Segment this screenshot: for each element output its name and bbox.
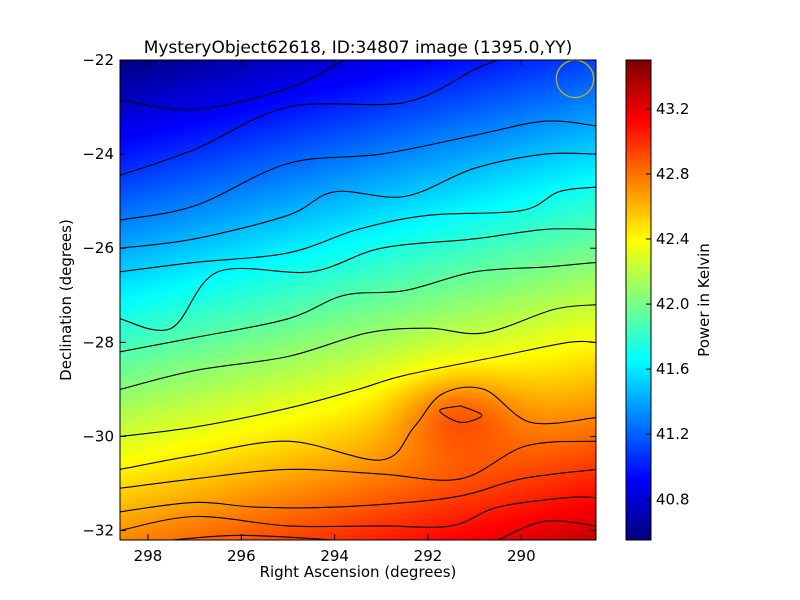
colorbar-tick-label: 40.8: [656, 490, 689, 508]
colorbar-tick-label: 42.8: [656, 165, 689, 183]
x-tick-label: 298: [134, 547, 163, 565]
colorbar-gradient: [626, 60, 651, 540]
contour-line-6: [119, 261, 597, 353]
plot-area: [119, 59, 597, 541]
x-axis-label: Right Ascension (degrees): [260, 563, 457, 581]
x-tick-label: 294: [320, 547, 349, 565]
colorbar-tick-label: 42.0: [656, 295, 689, 313]
y-axis-label: Declination (degrees): [57, 219, 75, 381]
contour-line-2: [119, 120, 597, 221]
y-tick-label: −30: [82, 427, 114, 445]
contour-line-1: [119, 59, 499, 176]
colorbar-frame: [625, 59, 652, 541]
contour-line-5: [119, 228, 597, 331]
colorbar: 40.8 41.2 41.6 42.0 42.4 42.8 43.2 Power in Ke…: [625, 59, 713, 541]
y-tick-label: −26: [82, 239, 114, 257]
contour-line-4: [119, 186, 597, 273]
colorbar-tick-label: 42.4: [656, 230, 689, 248]
y-tick-label: −32: [82, 522, 114, 540]
contour-line-7: [119, 304, 597, 390]
contour-lines: [119, 59, 597, 541]
y-axis-ticks: −22 −24 −26 −28 −30 −32: [82, 51, 596, 540]
colorbar-tick-label: 41.6: [656, 360, 689, 378]
contour-line-15: [497, 520, 597, 541]
y-tick-label: −28: [82, 333, 114, 351]
contour-line-12: [119, 468, 597, 513]
contour-line-8: [119, 340, 597, 438]
chart-title: MysteryObject62618, ID:34807 image (1395…: [144, 38, 573, 58]
plot-frame: [119, 59, 597, 541]
contour-line-10: [119, 386, 597, 470]
x-tick-label: 292: [414, 547, 443, 565]
y-tick-label: −24: [82, 145, 114, 163]
contour-line-13: [119, 496, 597, 532]
heatmap-image: [120, 60, 596, 540]
contour-line-3: [119, 152, 597, 249]
x-axis-ticks: 298 296 294 292 290: [134, 60, 536, 565]
contour-line-0: [119, 59, 345, 111]
contour-line-9: [439, 405, 483, 423]
x-tick-label: 290: [507, 547, 536, 565]
contour-line-11: [119, 440, 597, 489]
y-tick-label: −22: [82, 51, 114, 69]
colorbar-label: Power in Kelvin: [695, 243, 713, 357]
x-tick-label: 296: [227, 547, 256, 565]
colorbar-tick-label: 41.2: [656, 425, 689, 443]
colorbar-tick-label: 43.2: [656, 100, 689, 118]
colorbar-ticks: 40.8 41.2 41.6 42.0 42.4 42.8 43.2: [646, 100, 689, 508]
